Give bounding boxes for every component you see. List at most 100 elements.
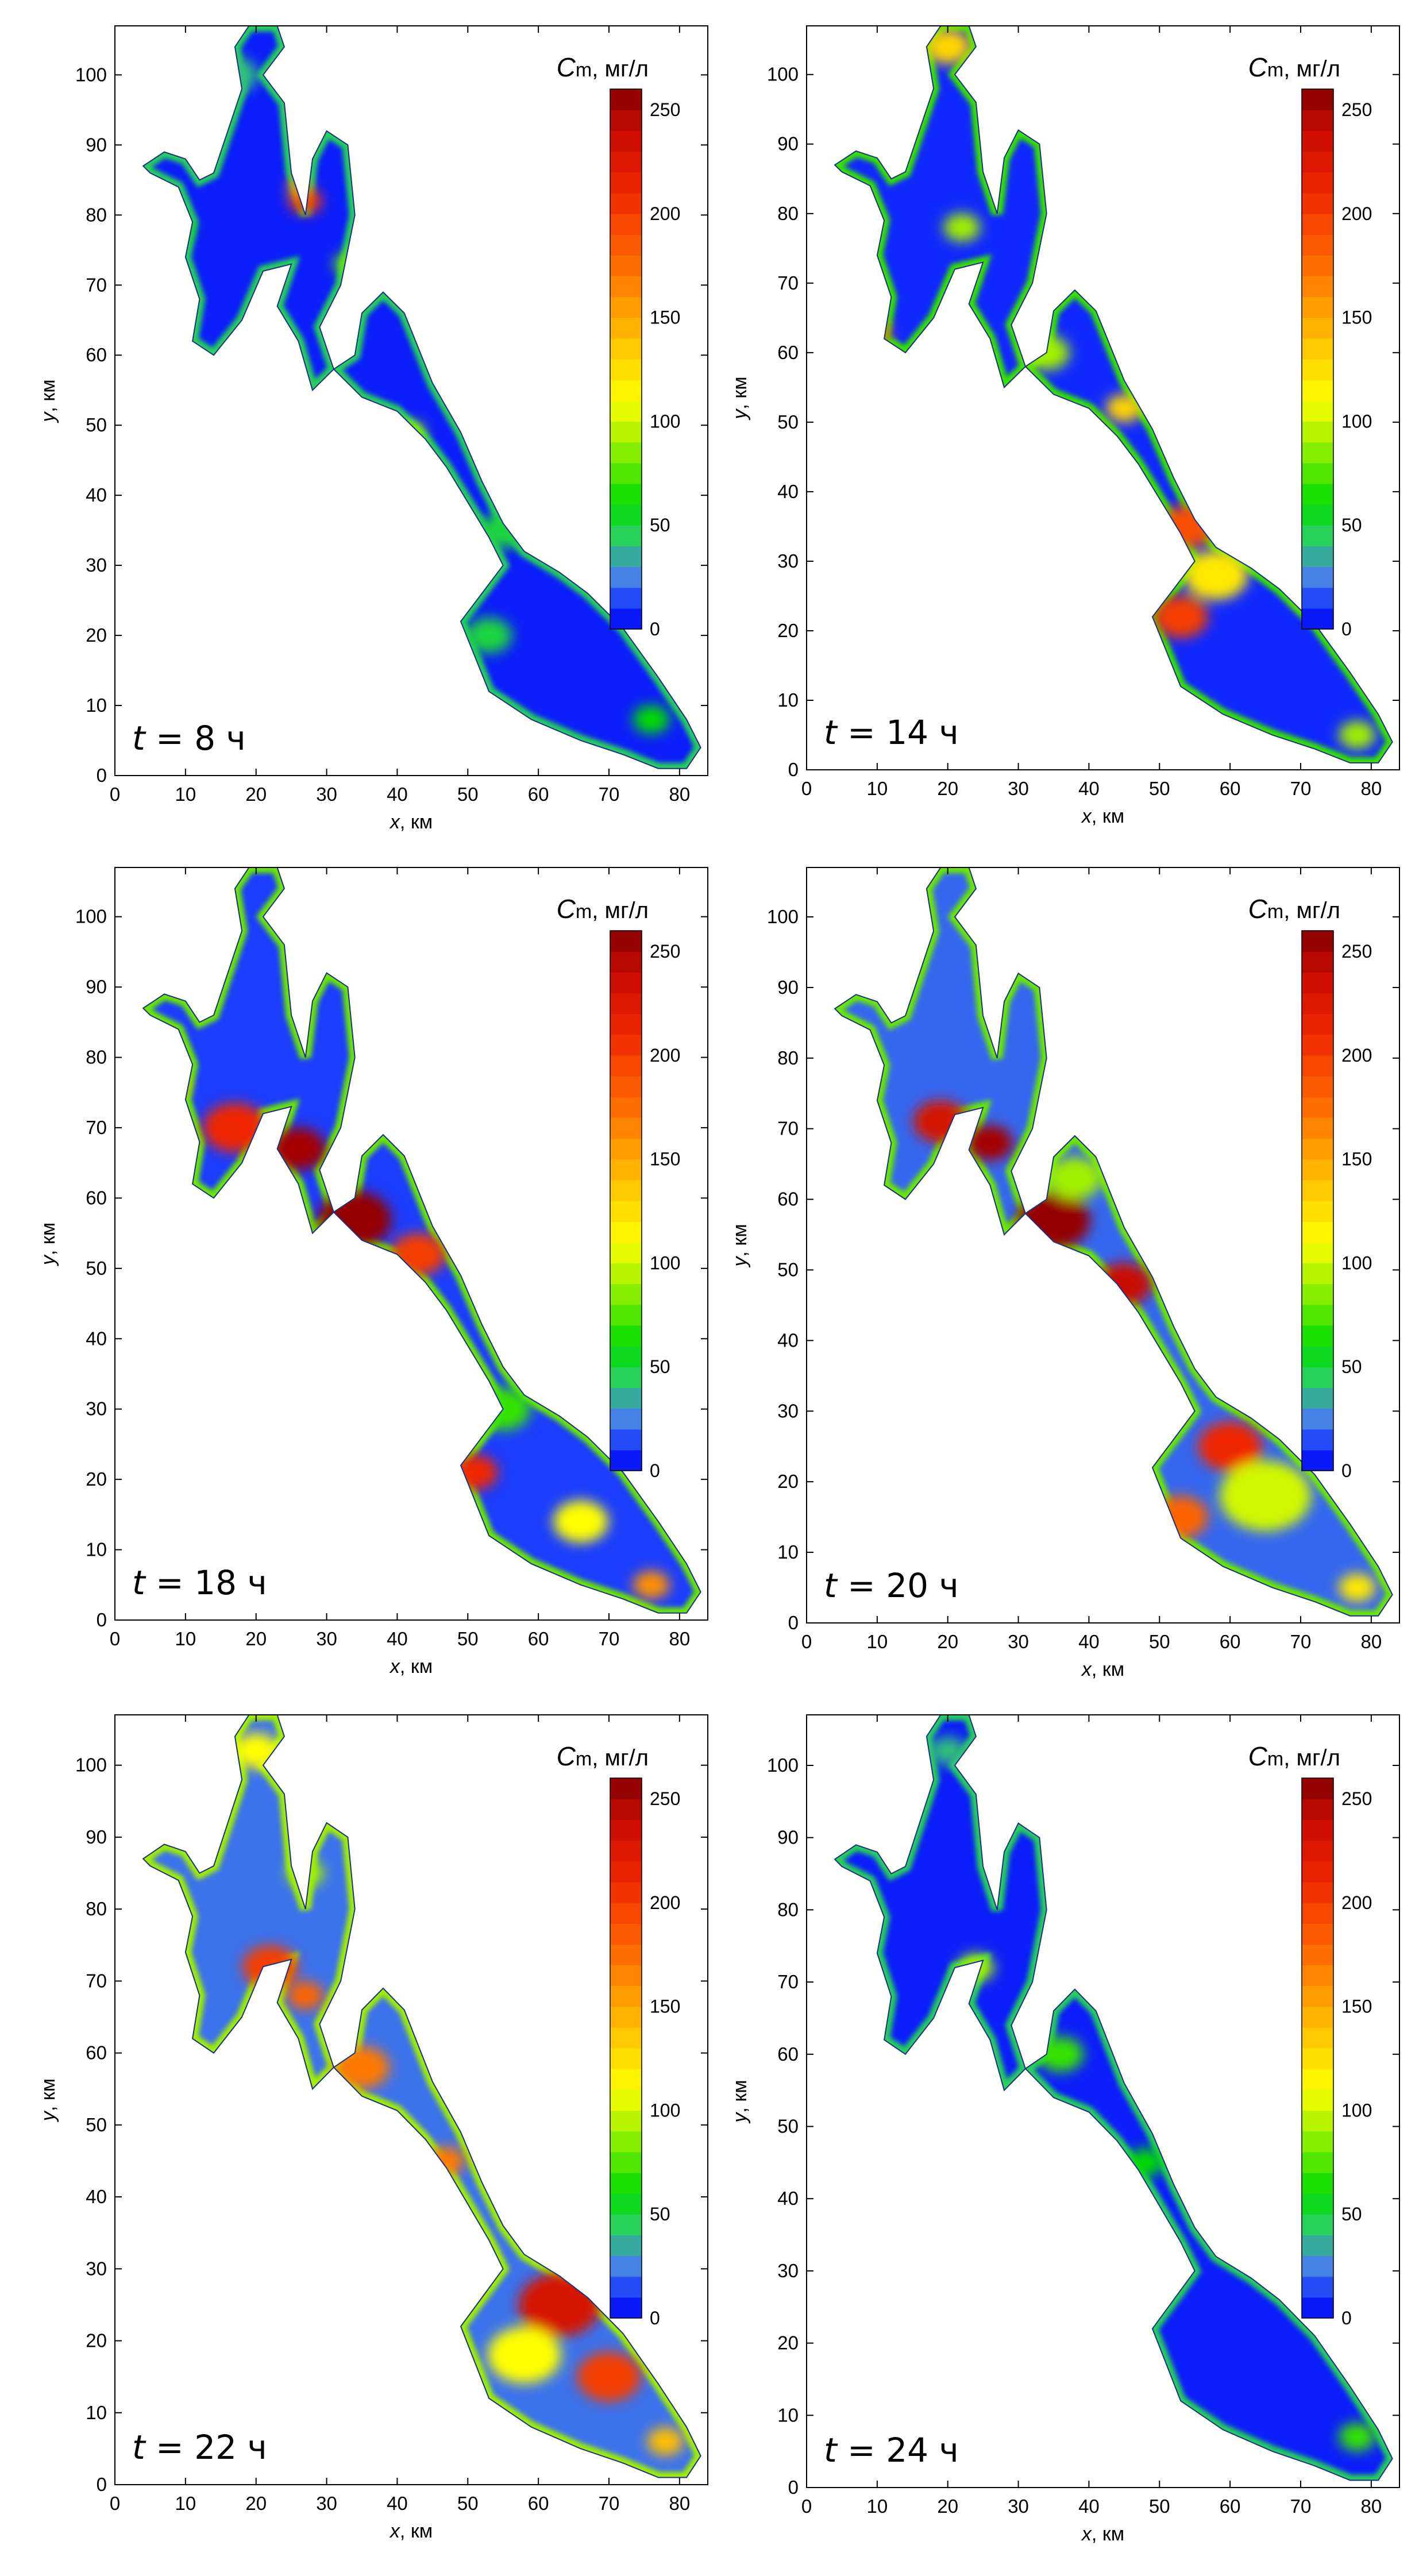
colorbar-bin [1302, 421, 1333, 443]
colorbar-bin [1302, 993, 1333, 1015]
colorbar-tick-label: 100 [1341, 411, 1372, 431]
x-tick-label: 40 [1078, 778, 1100, 799]
concentration-hotspot [913, 1100, 969, 1143]
y-tick-label: 0 [97, 2474, 107, 2495]
concentration-hotspot [1198, 1421, 1263, 1471]
concentration-hotspot [391, 1233, 446, 1276]
colorbar-bin [1302, 1159, 1333, 1181]
y-tick-label: 20 [777, 1471, 799, 1492]
concentration-hotspot [466, 618, 512, 653]
lake-outline [834, 25, 1393, 763]
concentration-hotspot [924, 29, 971, 65]
x-tick-label: 80 [1360, 1631, 1382, 1652]
colorbar-bin [610, 1819, 642, 1841]
colorbar-bin [610, 1429, 642, 1451]
colorbar-tick-label: 150 [650, 1149, 680, 1170]
y-tick-label: 0 [97, 765, 107, 786]
colorbar-bin [1302, 462, 1333, 484]
x-tick-label: 0 [110, 2493, 120, 2514]
colorbar-bin [610, 1840, 642, 1862]
colorbar-bin [610, 951, 642, 973]
colorbar-bin [1302, 276, 1333, 298]
x-tick-label: 80 [1360, 778, 1382, 799]
x-tick-label: 60 [528, 2493, 549, 2514]
y-tick-label: 50 [86, 414, 107, 435]
x-tick-label: 10 [175, 1628, 196, 1649]
colorbar-bin [1302, 2089, 1333, 2111]
colorbar-frame [1301, 930, 1334, 1471]
colorbar-bin [1302, 951, 1333, 973]
y-tick-label: 40 [86, 2186, 107, 2207]
concentration-hotspot [480, 512, 526, 548]
x-tick-label: 40 [1078, 2496, 1100, 2517]
colorbar-bin [610, 1117, 642, 1139]
colorbar-tick-label: 100 [1341, 1252, 1372, 1273]
x-tick-label: 40 [387, 784, 408, 805]
x-tick-label: 10 [866, 2496, 888, 2517]
colorbar-bin [610, 1304, 642, 1326]
x-tick-label: 60 [1220, 778, 1241, 799]
concentration-hotspot [1339, 720, 1376, 750]
y-tick-label: 80 [86, 204, 107, 225]
concentration-hotspot [1038, 2037, 1084, 2072]
colorbar-bin [610, 2110, 642, 2132]
colorbar-bin [610, 317, 642, 339]
y-axis-label: y, км [37, 1223, 59, 1266]
colorbar-bin [1302, 359, 1333, 380]
lake-outline [142, 867, 701, 1614]
colorbar-bin [1302, 110, 1333, 131]
colorbar-bin [610, 276, 642, 298]
colorbar-bin [610, 213, 642, 235]
x-tick-label: 10 [175, 784, 196, 805]
x-tick-label: 60 [1220, 2496, 1241, 2517]
y-tick-label: 40 [777, 1329, 799, 1351]
x-tick-label: 20 [937, 2496, 958, 2517]
y-tick-label: 80 [777, 203, 799, 224]
panel-5: 0 10 20 30 40 50 60 70 80 0 10 20 30 40 50 60 70 80 90 100 x… [37, 1714, 708, 2542]
colorbar-bin [610, 1263, 642, 1285]
panel-4: 0 10 20 30 40 50 60 70 80 0 10 20 30 40 50 60 70 80 90 100 x… [729, 867, 1400, 1680]
panel-1: 0 10 20 30 40 50 60 70 80 0 10 20 30 40 50 60 70 80 90 100 x… [37, 25, 708, 833]
y-tick-label: 70 [86, 1117, 107, 1138]
colorbar-tick-label: 0 [650, 2308, 660, 2328]
lake-outline [142, 25, 701, 769]
concentration-hotspot [518, 2273, 601, 2337]
colorbar-bin [610, 1923, 642, 1945]
colorbar-bin [1302, 89, 1333, 110]
colorbar-tick-label: 0 [1341, 2308, 1352, 2328]
y-axis-label: y, км [37, 2078, 59, 2122]
colorbar-bin [610, 608, 642, 630]
y-axis-label: y, км [729, 2080, 751, 2123]
colorbar-bin [1302, 1034, 1333, 1056]
colorbar-bin [610, 566, 642, 588]
colorbar-bin [1302, 1861, 1333, 1883]
concentration-hotspot [577, 2352, 641, 2402]
colorbar-bin [1302, 1944, 1333, 1965]
y-tick-label: 50 [777, 1259, 799, 1281]
y-tick-label: 90 [86, 976, 107, 997]
y-tick-label: 0 [788, 2477, 799, 2498]
colorbar-bin [1302, 2131, 1333, 2153]
y-tick-label: 90 [777, 977, 799, 998]
concentration-hotspot [633, 1571, 670, 1599]
concentration-hotspot [1017, 1192, 1090, 1249]
colorbar-bin [610, 483, 642, 505]
colorbar-bin [1302, 213, 1333, 235]
x-tick-label: 0 [801, 1631, 812, 1652]
x-tick-label: 20 [245, 784, 267, 805]
x-tick-label: 70 [599, 1628, 620, 1649]
y-tick-label: 80 [86, 1047, 107, 1068]
y-tick-label: 50 [86, 1258, 107, 1279]
concentration-hotspot [647, 2427, 684, 2456]
colorbar-bin [1302, 1138, 1333, 1160]
colorbar-bin [1302, 1778, 1333, 1799]
colorbar-bin [610, 421, 642, 443]
colorbar-bin [610, 296, 642, 318]
plot-frame [806, 867, 1400, 1624]
concentration-hotspot [943, 213, 981, 242]
y-tick-label: 90 [86, 134, 107, 155]
colorbar-bin [610, 359, 642, 380]
y-tick-label: 0 [788, 759, 799, 780]
